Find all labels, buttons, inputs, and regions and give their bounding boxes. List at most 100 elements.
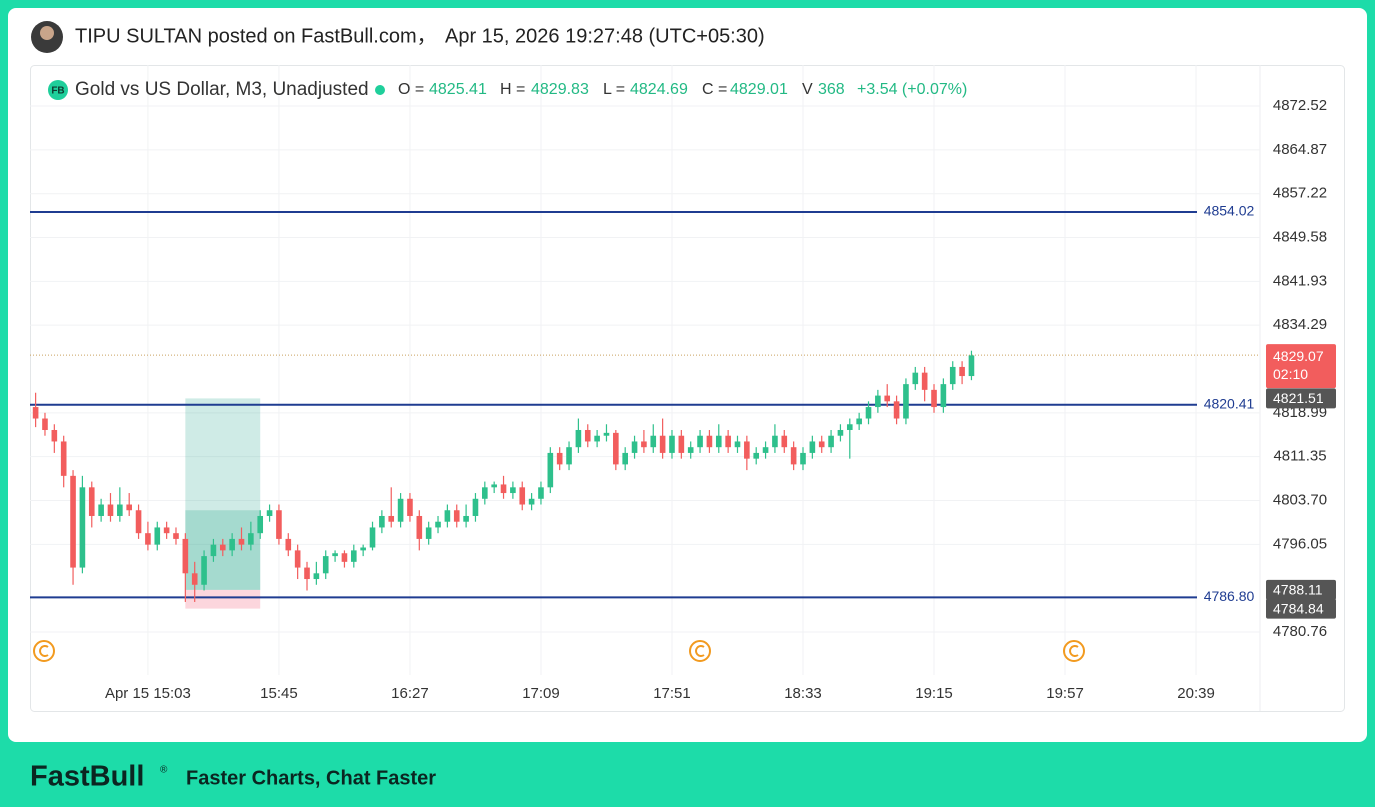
- position-tag-label: 4821.51: [1273, 390, 1324, 406]
- candle-body: [79, 487, 86, 568]
- candle-body: [772, 435, 778, 448]
- candle-body: [313, 573, 320, 580]
- candle-body: [304, 567, 310, 580]
- candle-body: [547, 452, 554, 488]
- candle-body: [360, 547, 366, 551]
- y-tick-label: 4864.87: [1273, 141, 1327, 158]
- candle-body: [519, 487, 526, 505]
- candle-body: [219, 544, 226, 551]
- target-zone: [185, 398, 261, 590]
- candle-body: [425, 527, 432, 539]
- legend-label: L =: [603, 81, 625, 98]
- candle-body: [575, 429, 582, 448]
- position-tag: [1266, 598, 1336, 619]
- candle-body: [594, 435, 600, 442]
- y-tick-label: 4796.05: [1273, 535, 1327, 552]
- footer-brand: FastBull: [30, 761, 144, 793]
- footer-slogan: Faster Charts, Chat Faster: [186, 767, 436, 789]
- current-price-tag: [1266, 344, 1336, 389]
- timestamp: Apr 15, 2026 19:27:48 (UTC+05:30): [445, 25, 765, 47]
- candle-body: [182, 538, 189, 574]
- footer-mark: ®: [160, 765, 168, 776]
- candle-body: [940, 384, 947, 408]
- candle-body: [276, 510, 282, 539]
- current-price-label: 4829.07: [1273, 348, 1324, 364]
- event-icon-glyph: [695, 645, 705, 657]
- chart-title: Gold vs US Dollar, M3, Unadjusted: [75, 79, 369, 100]
- candle-body: [584, 429, 591, 442]
- candle-body: [631, 441, 638, 453]
- y-tick-label: 4872.52: [1273, 97, 1327, 114]
- candle-body: [266, 510, 273, 516]
- x-tick-label: 18:33: [784, 685, 822, 702]
- chart-frame: [30, 65, 1345, 712]
- candle-body: [257, 515, 264, 534]
- candle-body: [32, 407, 39, 419]
- legend-value: 4829.01: [730, 81, 788, 98]
- candle-body: [931, 389, 937, 408]
- candle-body: [70, 475, 76, 568]
- x-tick-label: 16:27: [391, 685, 429, 702]
- position-tag: [1266, 579, 1336, 600]
- x-tick-label: 19:15: [915, 685, 953, 702]
- candle-body: [753, 452, 760, 459]
- candle-body: [510, 487, 516, 494]
- candle-body: [912, 372, 919, 385]
- candle-body: [60, 441, 67, 476]
- candle-body: [229, 538, 235, 551]
- x-tick-label: 15:45: [260, 685, 298, 702]
- candle-body: [163, 527, 170, 534]
- event-icon: [689, 640, 711, 662]
- candle-body: [762, 447, 769, 453]
- legend-label: C =: [702, 81, 727, 98]
- legend-value: 368: [818, 81, 845, 98]
- candle-body: [117, 504, 123, 516]
- candle-body: [650, 435, 657, 448]
- candle-body: [135, 510, 142, 534]
- x-tick-label: 20:39: [1177, 685, 1215, 702]
- candle-body: [659, 435, 666, 453]
- y-tick-label: 4834.29: [1273, 316, 1327, 333]
- author-line: TIPU SULTAN posted on FastBull.com，: [75, 25, 437, 47]
- candle-body: [201, 556, 207, 585]
- countdown-label: 02:10: [1273, 366, 1308, 382]
- position-tag: [1266, 388, 1336, 409]
- legend-value: 4825.41: [429, 81, 487, 98]
- level-label: 4854.02: [1204, 203, 1255, 219]
- candle-body: [416, 515, 423, 539]
- avatar-face: [40, 26, 54, 40]
- candle-body: [884, 395, 891, 402]
- legend-value: 4824.69: [630, 81, 688, 98]
- candle-body: [613, 432, 619, 465]
- candle-body: [903, 384, 909, 419]
- candle-body: [444, 510, 451, 522]
- badge: [48, 80, 68, 100]
- status-dot: [375, 85, 385, 95]
- x-tick-label: Apr 15 15:03: [105, 685, 191, 702]
- event-icon: [1063, 640, 1085, 662]
- candle-body: [566, 447, 572, 465]
- candle-body: [482, 487, 488, 499]
- candle-body: [968, 355, 975, 377]
- candle-body: [865, 407, 872, 419]
- stop-zone: [185, 589, 261, 609]
- event-icon-glyph: [39, 645, 49, 657]
- plot: 4872.52 4864.87 4857.22 4849.58 4841.93 4834.…: [30, 65, 1336, 711]
- candle-body: [818, 441, 825, 448]
- candle-body: [191, 573, 198, 585]
- position-tag-label: 4784.84: [1273, 600, 1324, 616]
- candle-body: [98, 504, 104, 516]
- x-tick-label: 17:09: [522, 685, 560, 702]
- candle-body: [500, 484, 507, 494]
- legend: O = 4825.41 H = 4829.83 L = 4824.69 C = …: [398, 81, 967, 98]
- candle-body: [790, 447, 797, 465]
- candle-body: [154, 527, 161, 545]
- candle-body: [322, 556, 329, 574]
- candle-body: [603, 432, 610, 436]
- candle-body: [893, 401, 900, 419]
- candle-body: [715, 435, 722, 448]
- candle-body: [781, 435, 788, 448]
- candle-body: [538, 487, 544, 499]
- candle-body: [388, 515, 395, 522]
